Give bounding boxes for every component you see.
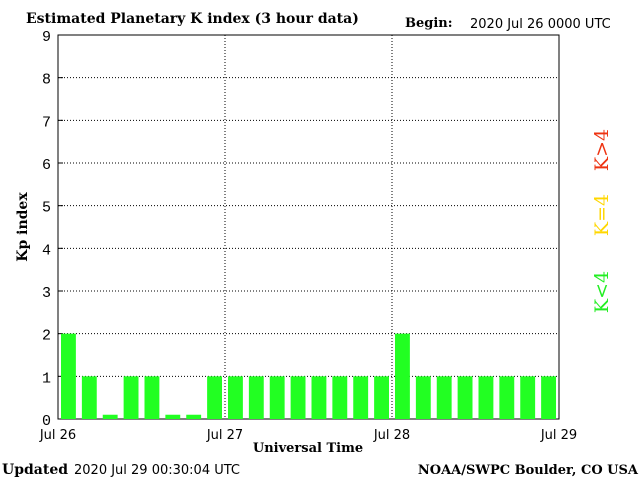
y-tick-label: 6 xyxy=(42,157,51,174)
chart-title: Estimated Planetary K index (3 hour data… xyxy=(26,11,359,27)
legend-k-greater-than-4: K>4 xyxy=(591,129,613,171)
kp-bar xyxy=(61,333,76,419)
bars xyxy=(61,333,556,419)
kp-bar xyxy=(102,414,118,419)
grid-lines xyxy=(58,34,559,420)
y-tick-label: 3 xyxy=(42,285,51,302)
x-axis-label: Universal Time xyxy=(253,441,363,456)
kp-bar xyxy=(290,376,306,419)
kp-bar xyxy=(353,376,369,419)
x-tick-label: Jul 28 xyxy=(373,428,410,443)
kp-bar xyxy=(541,376,556,419)
x-tick-label: Jul 27 xyxy=(206,428,243,443)
kp-bar xyxy=(228,376,243,419)
kp-bar xyxy=(499,376,515,419)
kp-bar xyxy=(207,376,222,419)
plot-area: 0 1 2 3 4 5 6 7 8 9 Jul 26 Jul 27 Jul 28 Jul 29 xyxy=(39,29,577,443)
kp-bar xyxy=(332,376,348,419)
x-tick-label: Jul 29 xyxy=(540,428,577,443)
y-tick-labels: 0 1 2 3 4 5 6 7 8 9 xyxy=(42,29,51,430)
kp-bar xyxy=(395,333,410,419)
plot-frame xyxy=(57,34,560,420)
begin-value: 2020 Jul 26 0000 UTC xyxy=(470,17,611,32)
legend-k-less-than-4: K<4 xyxy=(591,271,613,313)
legend-k-equal-4: K=4 xyxy=(591,194,613,236)
kp-bar xyxy=(81,376,97,419)
y-tick-label: 9 xyxy=(42,29,51,46)
updated-label: Updated xyxy=(2,462,68,478)
kp-bar xyxy=(311,376,327,419)
kp-bar xyxy=(248,376,264,419)
y-tick-label: 2 xyxy=(42,328,51,345)
kp-bar xyxy=(457,376,473,419)
y-tick-label: 8 xyxy=(42,72,51,89)
updated-value: 2020 Jul 29 00:30:04 UTC xyxy=(74,463,240,478)
begin-label: Begin: xyxy=(405,16,453,31)
kp-bar xyxy=(186,414,202,419)
y-tick-label: 4 xyxy=(42,242,51,259)
kp-bar xyxy=(415,376,431,419)
kp-bar xyxy=(478,376,494,419)
y-axis-label: Kp index xyxy=(15,192,31,262)
y-tick-label: 7 xyxy=(42,114,51,131)
kp-bar xyxy=(165,414,181,419)
source-credit: NOAA/SWPC Boulder, CO USA xyxy=(418,463,639,478)
x-tick-labels: Jul 26 Jul 27 Jul 28 Jul 29 xyxy=(39,428,577,443)
kp-bar xyxy=(436,376,452,419)
kp-bar xyxy=(144,376,160,419)
kp-bar xyxy=(123,376,139,419)
kp-bar xyxy=(374,376,389,419)
kp-bar xyxy=(520,376,536,419)
x-tick-label: Jul 26 xyxy=(39,428,76,443)
kp-bar xyxy=(269,376,285,419)
y-tick-label: 1 xyxy=(42,370,51,387)
y-tick-label: 5 xyxy=(42,200,51,217)
y-tick-label: 0 xyxy=(42,413,51,430)
